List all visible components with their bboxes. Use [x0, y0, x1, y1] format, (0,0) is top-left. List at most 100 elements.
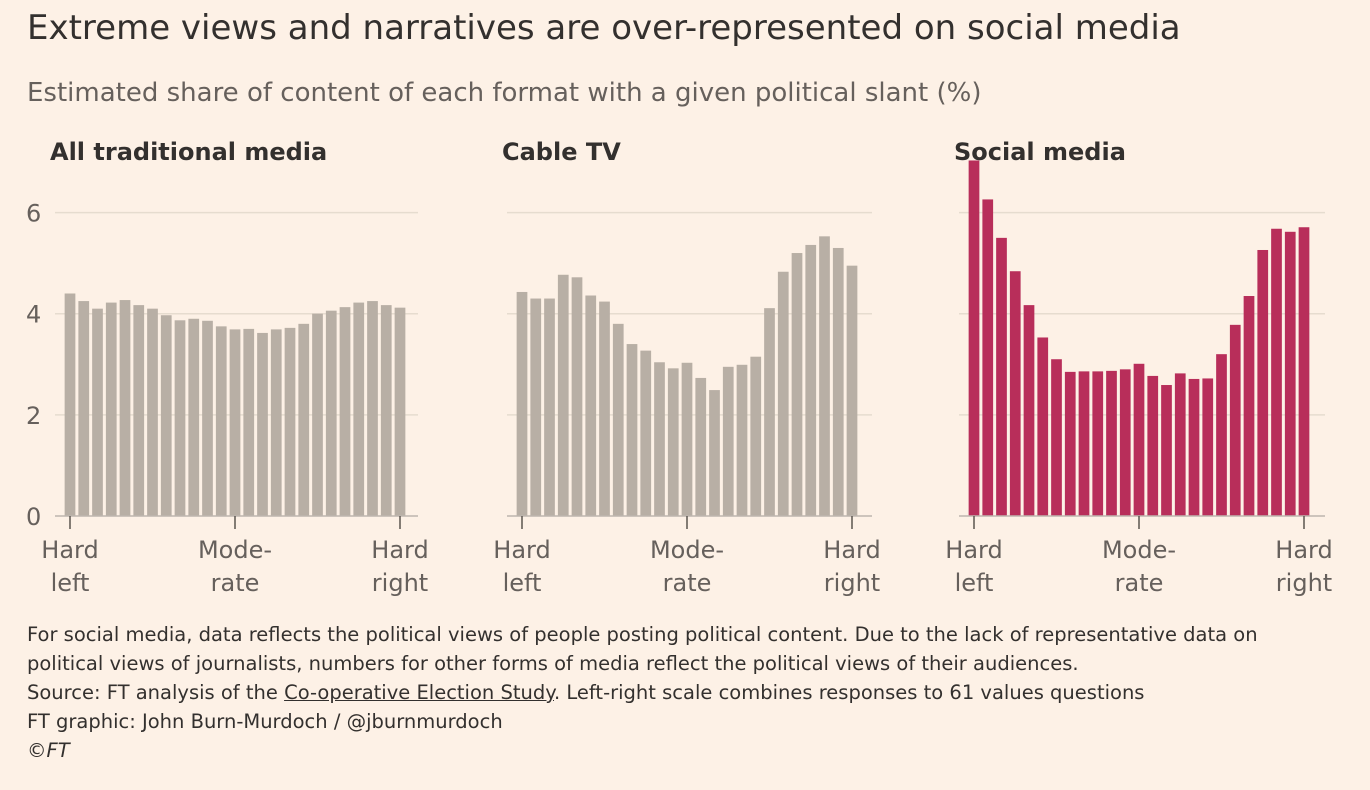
bar — [215, 326, 227, 516]
bar — [516, 291, 528, 516]
chart-title: Extreme views and narratives are over-re… — [27, 8, 1181, 48]
bar — [257, 332, 268, 516]
bar — [188, 318, 200, 516]
bar — [339, 307, 351, 516]
bar — [846, 265, 858, 516]
bar — [791, 253, 803, 516]
bar — [722, 366, 734, 516]
bar — [270, 329, 282, 516]
x-tick-label: right — [1276, 569, 1332, 597]
bar — [147, 308, 158, 516]
bar — [119, 300, 131, 516]
bar — [544, 298, 555, 516]
bar — [312, 313, 323, 516]
bar — [982, 199, 994, 517]
source-prefix: Source: FT analysis of the — [27, 681, 285, 704]
bar — [78, 301, 90, 516]
bar — [1188, 378, 1200, 516]
x-tick-label: rate — [663, 569, 712, 597]
chart-subtitle: Estimated share of content of each forma… — [27, 78, 982, 108]
bar — [709, 390, 720, 516]
y-tick-label: 2 — [26, 402, 41, 430]
x-tick-label: Mode- — [650, 536, 724, 564]
bar — [1037, 337, 1049, 516]
bar — [394, 307, 406, 516]
bar — [681, 362, 693, 516]
x-tick-label: Hard — [945, 536, 1002, 564]
bar — [1009, 271, 1021, 516]
source-suffix: . Left-right scale combines responses to… — [553, 681, 1145, 704]
panel-title: All traditional media — [50, 138, 327, 166]
bar — [92, 308, 103, 516]
bar — [229, 329, 241, 516]
bar — [805, 244, 817, 516]
x-tick-label: Mode- — [198, 536, 272, 564]
bar — [585, 295, 597, 516]
bar — [298, 323, 310, 516]
x-tick-label: left — [51, 569, 90, 597]
bar — [1023, 305, 1035, 516]
bar — [736, 364, 748, 516]
bar — [1243, 296, 1255, 516]
charts-svg: All traditional media 0 2 4 6 Hard left Mode-ra… — [26, 138, 1333, 597]
bar — [380, 305, 392, 516]
x-tick-label: Hard — [493, 536, 550, 564]
bar — [105, 302, 117, 516]
bar — [695, 377, 707, 516]
x-tick-label: Hard — [371, 536, 428, 564]
bar — [1147, 375, 1159, 516]
x-tick-label: Hard — [41, 536, 98, 564]
bar — [1284, 231, 1296, 517]
bar — [1174, 373, 1186, 516]
bar — [819, 236, 830, 516]
bar — [243, 328, 255, 516]
bar — [1161, 385, 1172, 516]
bar — [1092, 371, 1104, 516]
bar — [174, 320, 186, 516]
bar — [367, 301, 378, 516]
note-line-2: political views of journalists, numbers … — [27, 652, 1079, 675]
bar — [667, 368, 679, 516]
x-tick-label: left — [503, 569, 542, 597]
bar — [612, 323, 624, 516]
bar — [832, 247, 844, 516]
source-link[interactable]: Co-operative Election Study — [284, 681, 554, 704]
x-tick-label: right — [824, 569, 880, 597]
bar — [1133, 363, 1145, 516]
source-line: Source: FT analysis of the Co-operative … — [27, 678, 1258, 707]
x-tick-label: left — [955, 569, 994, 597]
credit-line: FT graphic: John Burn-Murdoch / @jburnmu… — [27, 710, 503, 733]
bar — [996, 237, 1007, 517]
y-tick-label: 6 — [26, 200, 41, 228]
panel-title: Social media — [954, 138, 1126, 166]
bar — [1298, 227, 1310, 517]
bar — [1064, 371, 1076, 516]
bar — [654, 362, 665, 516]
x-tick-label: rate — [211, 569, 260, 597]
bar — [1106, 370, 1117, 516]
note-line-1: For social media, data reflects the poli… — [27, 623, 1258, 646]
bar — [133, 305, 145, 516]
x-tick-label: right — [372, 569, 428, 597]
bar — [160, 315, 172, 516]
bar — [764, 308, 775, 516]
x-tick-label: Mode- — [1102, 536, 1176, 564]
x-tick-label: Hard — [823, 536, 880, 564]
bar — [571, 277, 583, 516]
panel-title: Cable TV — [502, 138, 621, 166]
footnotes: For social media, data reflects the poli… — [27, 620, 1258, 765]
bar — [1119, 369, 1131, 516]
bar — [530, 298, 542, 516]
x-tick-label: Hard — [1275, 536, 1332, 564]
bar — [1271, 228, 1282, 516]
bar — [968, 160, 980, 517]
y-tick-label: 4 — [26, 301, 41, 329]
bar — [1229, 324, 1241, 516]
bar — [1202, 378, 1214, 516]
bar — [777, 271, 789, 516]
bar — [353, 302, 365, 516]
bar — [1078, 371, 1090, 516]
bar — [626, 344, 638, 516]
bar — [1257, 249, 1269, 517]
x-tick-label: rate — [1115, 569, 1164, 597]
